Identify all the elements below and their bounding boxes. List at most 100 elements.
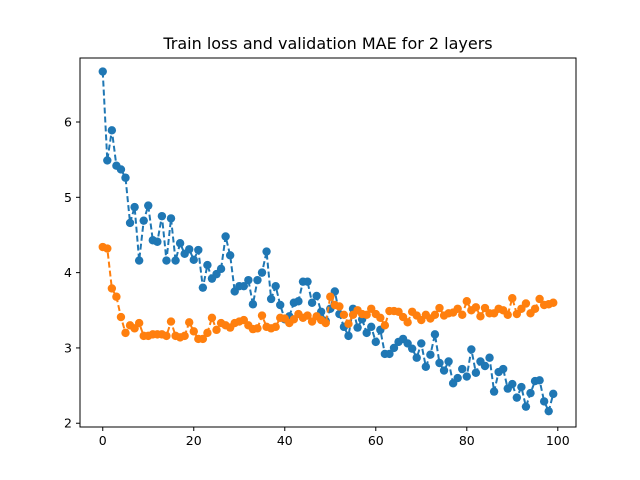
y-tick-label: 4 xyxy=(64,265,72,280)
series-0-point xyxy=(189,255,198,265)
series-0-point xyxy=(130,202,139,212)
series-0-point xyxy=(271,281,280,291)
series-1-point xyxy=(380,321,390,330)
series-0-point xyxy=(125,218,135,228)
series-0-point xyxy=(417,339,426,348)
series-0-point xyxy=(362,328,371,338)
series-0-point xyxy=(139,216,148,225)
plot-area: 0 20 40 60 80 100 2 3 4 5 6 xyxy=(64,57,577,448)
series-0-point xyxy=(262,247,271,256)
series-0-point xyxy=(171,256,180,265)
x-tick-label: 80 xyxy=(459,433,475,448)
series-0-point xyxy=(498,364,508,374)
series-0-point xyxy=(462,372,471,381)
series-0-point xyxy=(153,237,162,246)
series-0-point xyxy=(157,211,167,221)
series-0-point xyxy=(489,387,499,396)
series-0-point xyxy=(539,397,549,406)
series-0-point xyxy=(198,283,208,292)
series-1-point xyxy=(430,310,440,319)
series-1-point xyxy=(212,325,221,335)
series-1-point xyxy=(162,331,171,341)
series-1-point xyxy=(207,313,217,323)
series-1-point xyxy=(339,310,349,319)
series-0-point xyxy=(244,275,253,285)
series-1-point xyxy=(107,284,117,293)
series-0-point xyxy=(185,245,194,254)
series-1-point xyxy=(271,322,280,332)
series-0-point xyxy=(467,345,476,354)
series-0-point xyxy=(239,281,249,291)
series-0-point xyxy=(144,201,153,210)
series-0-point xyxy=(353,323,362,332)
series-0-point xyxy=(385,349,394,359)
series-1-point xyxy=(362,310,371,319)
chart-title: Train loss and validation MAE for 2 laye… xyxy=(162,34,492,53)
series-1-point xyxy=(376,313,385,323)
series-1-point xyxy=(326,292,335,301)
series-0-point xyxy=(248,300,258,309)
series-0-point xyxy=(266,294,276,304)
y-tick-label: 3 xyxy=(64,340,72,355)
series-1-point xyxy=(185,318,194,327)
x-tick-label: 100 xyxy=(546,433,570,448)
series-1-point xyxy=(462,297,471,306)
series-0-point xyxy=(389,343,399,353)
series-1-point xyxy=(112,292,121,301)
series-0-point xyxy=(253,275,262,285)
series-0-point xyxy=(421,362,431,371)
series-1-point xyxy=(344,319,353,329)
series-1-point xyxy=(303,311,312,320)
series-0-point xyxy=(194,245,203,255)
series-0-point xyxy=(257,268,267,277)
series-0-point xyxy=(344,331,353,341)
series-0-point xyxy=(544,406,553,416)
series-0-point xyxy=(162,256,171,265)
series-0-point xyxy=(203,260,212,270)
series-1-point xyxy=(253,324,262,333)
series-0-point xyxy=(307,298,317,307)
series-0-point xyxy=(430,330,440,339)
series-0-point xyxy=(221,232,230,241)
series-1-point xyxy=(508,294,517,303)
series-0-point xyxy=(303,277,312,286)
series-0-point xyxy=(471,368,481,377)
series-0-point xyxy=(98,67,107,76)
series-0-point xyxy=(512,393,522,402)
series-1-point xyxy=(103,244,112,253)
series-1-point xyxy=(189,327,198,336)
series-0-point xyxy=(294,297,303,306)
series-0-point xyxy=(480,361,490,371)
series-1-point xyxy=(166,317,176,326)
series-1-point xyxy=(403,318,412,327)
series-0-point xyxy=(458,364,467,374)
series-0-point xyxy=(103,156,112,165)
series-1-point xyxy=(203,328,212,338)
series-1-point xyxy=(471,303,481,312)
series-0-point xyxy=(407,344,417,353)
series-1-point xyxy=(521,299,531,308)
y-tick-label: 5 xyxy=(64,190,72,205)
series-0-point xyxy=(549,389,558,399)
series-0-point xyxy=(225,251,235,260)
series-0-point xyxy=(276,300,285,310)
series-1-point xyxy=(121,328,130,338)
series-0-point xyxy=(166,214,176,223)
series-0-point xyxy=(412,353,421,362)
series-1-point xyxy=(180,331,189,341)
x-tick-label: 0 xyxy=(99,433,107,448)
series-0-point xyxy=(535,376,544,385)
series-1-point xyxy=(257,311,267,320)
series-1-point xyxy=(335,302,344,311)
axes-frame xyxy=(79,57,577,428)
series-0-point xyxy=(453,373,462,383)
x-tick-label: 20 xyxy=(186,433,202,448)
series-1-point xyxy=(435,303,444,313)
series-0-point xyxy=(371,337,380,347)
x-tick-label: 60 xyxy=(368,433,384,448)
y-tick-label: 6 xyxy=(64,115,72,130)
series-1-point xyxy=(549,298,558,307)
